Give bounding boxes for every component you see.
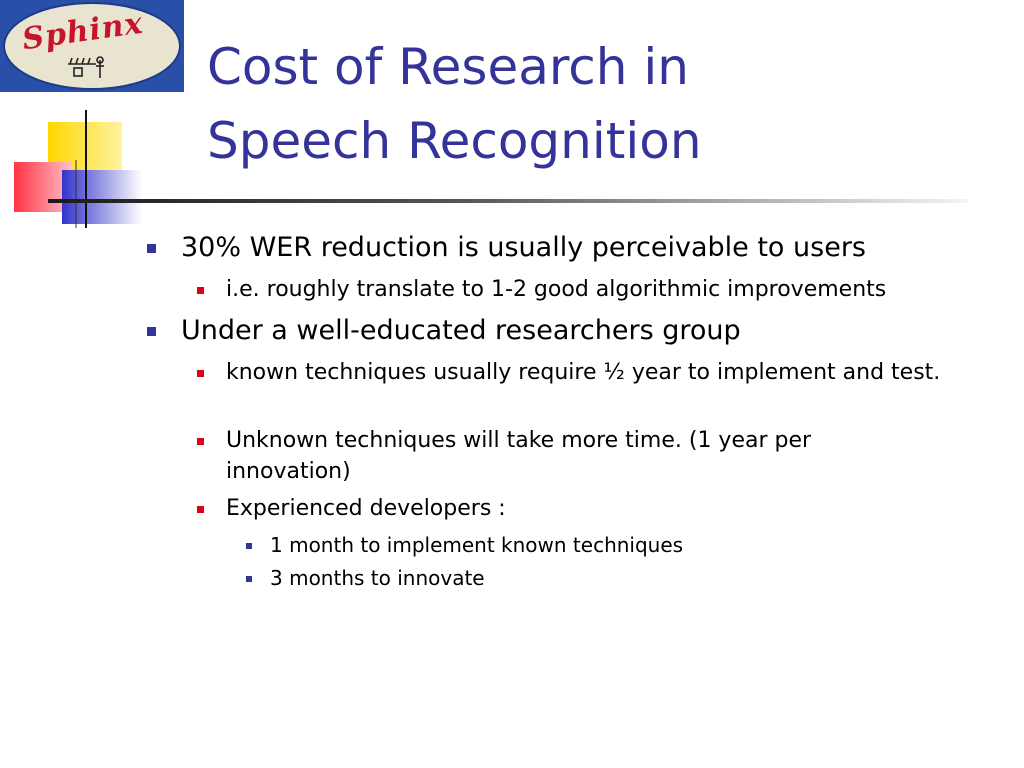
bullet-text: known techniques usually require ½ year …: [226, 360, 941, 385]
bullet-text: 1 month to implement known techniques: [270, 533, 684, 557]
square-bullet-icon: [197, 506, 204, 513]
title-line-1: Cost of Research in: [207, 38, 689, 96]
square-bullet-icon: [246, 543, 252, 549]
bullet-item: Unknown techniques will take more time. …: [197, 425, 926, 487]
decorative-blocks: [14, 110, 142, 228]
sphinx-logo: Sphinx: [0, 0, 184, 92]
bullet-text: Under a well-educated researchers group: [181, 315, 741, 346]
bullet-item: 30% WER reduction is usually perceivable…: [147, 230, 981, 266]
bullet-item: Under a well-educated researchers group: [147, 313, 981, 349]
square-bullet-icon: [147, 327, 156, 336]
logo-graphic-icon: [0, 0, 184, 92]
square-bullet-icon: [246, 576, 252, 582]
bullet-item: 1 month to implement known techniques: [246, 531, 970, 559]
bullet-text: 30% WER reduction is usually perceivable…: [181, 232, 866, 263]
title-line-2: Speech Recognition: [207, 112, 702, 170]
bullet-text: Unknown techniques will take more time. …: [226, 428, 812, 484]
square-bullet-icon: [197, 438, 204, 445]
slide-title: Cost of Research in Speech Recognition: [207, 30, 987, 178]
bullet-text: Experienced developers :: [226, 496, 506, 521]
bullet-item: i.e. roughly translate to 1-2 good algor…: [197, 274, 986, 305]
bullet-item: Experienced developers :: [197, 493, 986, 524]
square-bullet-icon: [197, 370, 204, 377]
bullet-text: 3 months to innovate: [270, 566, 485, 590]
square-bullet-icon: [147, 244, 156, 253]
bullet-text: i.e. roughly translate to 1-2 good algor…: [226, 277, 887, 302]
bullet-item: known techniques usually require ½ year …: [197, 357, 986, 388]
title-divider: [48, 199, 968, 203]
square-bullet-icon: [197, 287, 204, 294]
bullet-item: 3 months to innovate: [246, 564, 970, 592]
